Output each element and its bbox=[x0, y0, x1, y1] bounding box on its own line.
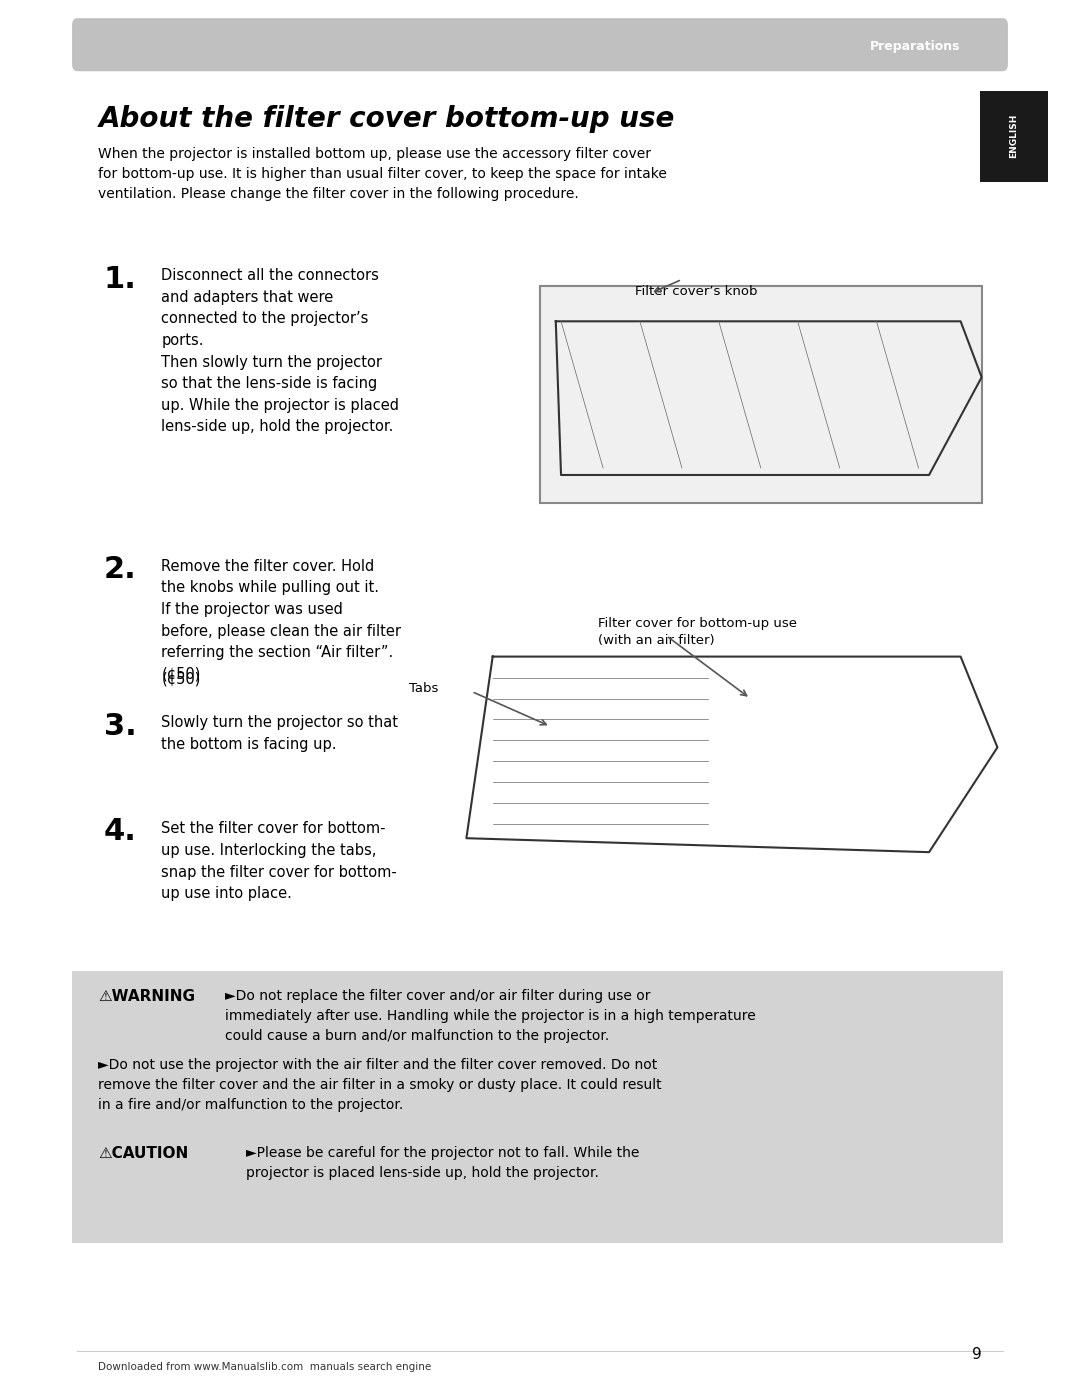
Circle shape bbox=[0, 388, 22, 422]
Text: About the filter cover bottom-up use: About the filter cover bottom-up use bbox=[98, 105, 675, 133]
Text: Disconnect all the connectors
and adapters that were
connected to the projector’: Disconnect all the connectors and adapte… bbox=[161, 268, 400, 434]
Text: Set the filter cover for bottom-
up use. Interlocking the tabs,
snap the filter : Set the filter cover for bottom- up use.… bbox=[161, 821, 397, 901]
FancyBboxPatch shape bbox=[72, 18, 1008, 71]
FancyBboxPatch shape bbox=[72, 971, 1002, 1243]
Text: Filter cover’s knob: Filter cover’s knob bbox=[635, 285, 757, 298]
Text: Tabs: Tabs bbox=[408, 682, 437, 694]
Text: ►Please be careful for the projector not to fall. While the
projector is placed : ►Please be careful for the projector not… bbox=[245, 1146, 639, 1179]
Text: ⚠CAUTION: ⚠CAUTION bbox=[98, 1146, 189, 1161]
Text: ►Do not replace the filter cover and/or air filter during use or
immediately aft: ►Do not replace the filter cover and/or … bbox=[225, 989, 755, 1044]
Circle shape bbox=[1058, 388, 1080, 422]
Text: Downloaded from www.Manualslib.com  manuals search engine: Downloaded from www.Manualslib.com manua… bbox=[98, 1362, 432, 1372]
Text: When the projector is installed bottom up, please use the accessory filter cover: When the projector is installed bottom u… bbox=[98, 147, 667, 201]
Text: ⚠WARNING: ⚠WARNING bbox=[98, 989, 195, 1004]
Text: 9: 9 bbox=[972, 1347, 982, 1362]
Text: Remove the filter cover. Hold
the knobs while pulling out it.
If the projector w: Remove the filter cover. Hold the knobs … bbox=[161, 559, 402, 682]
Text: 3.: 3. bbox=[104, 712, 136, 742]
Text: Slowly turn the projector so that
the bottom is facing up.: Slowly turn the projector so that the bo… bbox=[161, 715, 399, 752]
Text: ►Do not use the projector with the air filter and the filter cover removed. Do n: ►Do not use the projector with the air f… bbox=[98, 1058, 662, 1112]
Text: 2.: 2. bbox=[104, 555, 136, 584]
Text: Preparations: Preparations bbox=[870, 39, 960, 53]
FancyBboxPatch shape bbox=[980, 91, 1048, 182]
Text: 4.: 4. bbox=[104, 817, 136, 847]
Text: ENGLISH: ENGLISH bbox=[1009, 113, 1017, 158]
Text: Filter cover for bottom-up use
(with an air filter): Filter cover for bottom-up use (with an … bbox=[598, 617, 797, 647]
FancyBboxPatch shape bbox=[540, 286, 982, 503]
Text: (¢50): (¢50) bbox=[161, 672, 201, 687]
Text: 1.: 1. bbox=[104, 265, 136, 295]
